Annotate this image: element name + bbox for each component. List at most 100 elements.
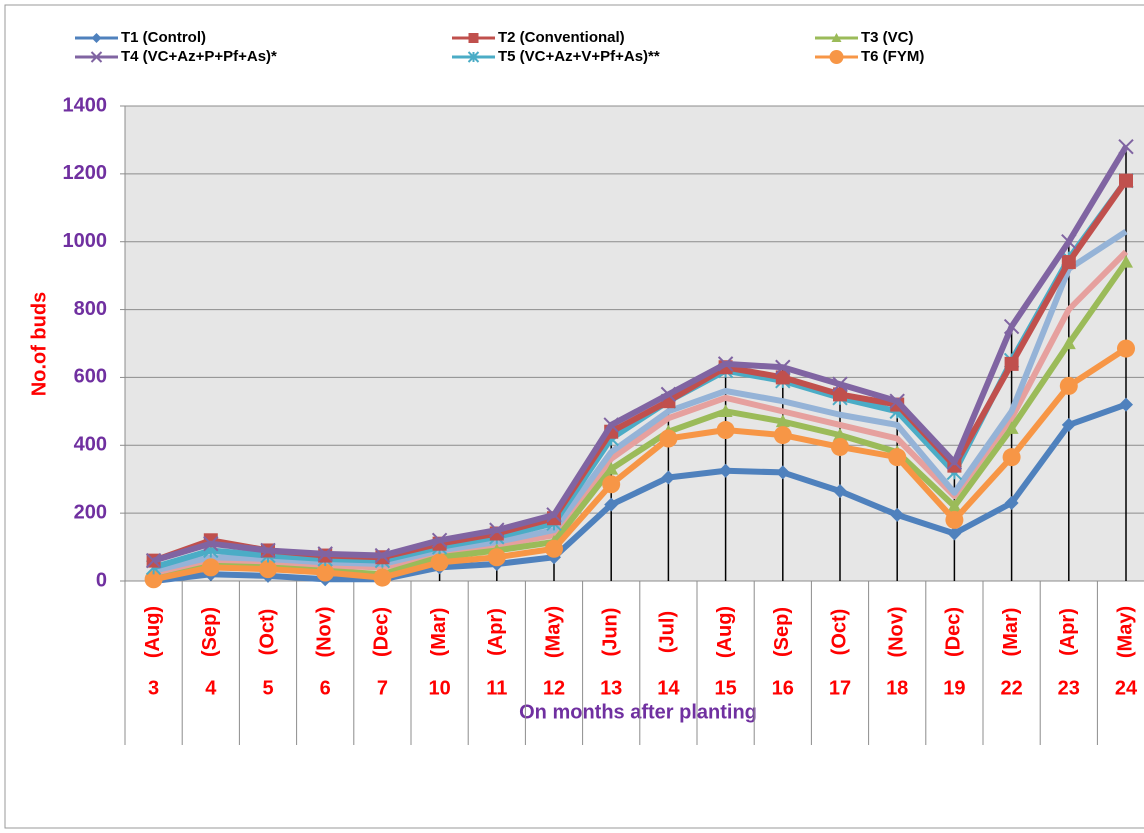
- point: [546, 507, 562, 523]
- line: [152, 346, 1128, 583]
- point: [487, 548, 506, 567]
- point: [604, 462, 619, 475]
- point: [659, 429, 678, 448]
- point: [1119, 397, 1133, 412]
- x-tick-label: 14: [657, 677, 680, 699]
- x-tick-label: 24: [1115, 677, 1138, 699]
- line: [152, 229, 1128, 574]
- line: [152, 145, 1129, 564]
- y-tick-label: 1000: [63, 230, 108, 252]
- point: [1119, 173, 1133, 188]
- point: [373, 568, 392, 587]
- point: [833, 484, 847, 499]
- point: [259, 560, 277, 579]
- point: [1061, 234, 1077, 250]
- point: [945, 510, 964, 529]
- point: [716, 421, 735, 440]
- x-tick-label: 13: [600, 677, 622, 699]
- point: [1002, 448, 1021, 467]
- x-tick-label: 4: [205, 677, 217, 699]
- x-tick-label: (Mar): [1000, 608, 1022, 657]
- point: [90, 51, 103, 63]
- y-tick-label: 600: [74, 366, 107, 388]
- point: [888, 448, 907, 467]
- x-tick-label: (Apr): [485, 608, 507, 656]
- x-tick-label: (Sep): [199, 607, 221, 657]
- point: [201, 558, 220, 577]
- legend-label: T3 (VC): [861, 29, 914, 46]
- legend-label: T5 (VC+Az+V+Pf+As)**: [498, 48, 660, 65]
- point: [467, 51, 480, 63]
- point: [1117, 339, 1135, 358]
- point: [1059, 376, 1078, 395]
- point: [602, 475, 621, 494]
- point: [947, 499, 962, 512]
- x-tick-label: (Sep): [771, 607, 793, 657]
- point: [947, 526, 962, 541]
- x-tick-label: (Dec): [371, 607, 393, 657]
- x-tick-label: 16: [772, 677, 794, 699]
- point: [832, 376, 848, 392]
- y-tick-label: 0: [96, 569, 107, 591]
- point: [468, 33, 479, 43]
- x-tick-label: (Jul): [657, 611, 679, 653]
- point: [773, 426, 792, 445]
- legend-label: T1 (Control): [121, 29, 206, 46]
- point: [890, 507, 905, 522]
- x-tick-label: 15: [714, 677, 736, 699]
- point: [1004, 421, 1019, 434]
- plot-area: [125, 106, 1144, 581]
- point: [829, 50, 844, 64]
- point: [831, 33, 842, 42]
- point: [1003, 318, 1020, 335]
- x-tick-label: (Aug): [714, 606, 736, 658]
- legend-label: T2 (Conventional): [498, 29, 625, 46]
- y-tick-label: 1200: [63, 162, 108, 184]
- x-tick-label: (Mar): [428, 608, 450, 657]
- point: [775, 465, 790, 480]
- point: [661, 470, 676, 485]
- x-tick-label: 12: [543, 677, 565, 699]
- x-tick-label: 6: [320, 677, 331, 699]
- point: [1118, 139, 1134, 155]
- y-tick-label: 200: [74, 501, 107, 523]
- y-tick-label: 400: [74, 434, 107, 456]
- x-tick-label: (Aug): [142, 606, 164, 658]
- x-tick-label: 22: [1000, 677, 1022, 699]
- point: [317, 546, 333, 562]
- x-tick-label: (May): [1114, 606, 1136, 658]
- x-tick-label: (Apr): [1057, 608, 1079, 656]
- x-tick-label: 18: [886, 677, 908, 699]
- point: [718, 463, 733, 478]
- x-tick-label: (May): [542, 606, 564, 658]
- point: [144, 570, 163, 589]
- x-tick-label: (Nov): [313, 606, 335, 657]
- x-tick-label: 23: [1058, 677, 1080, 699]
- point: [545, 539, 563, 558]
- point: [660, 386, 677, 403]
- point: [775, 414, 790, 428]
- y-axis-label: No.of buds: [28, 292, 50, 396]
- legend-label: T4 (VC+Az+P+Pf+As)*: [121, 48, 277, 65]
- point: [718, 404, 733, 417]
- point: [1119, 255, 1133, 268]
- series: [152, 229, 1128, 574]
- series: [145, 139, 1134, 569]
- x-tick-label: 3: [148, 677, 159, 699]
- point: [430, 553, 449, 572]
- point: [1061, 336, 1076, 350]
- point: [203, 535, 219, 552]
- point: [603, 417, 619, 433]
- point: [831, 437, 849, 456]
- x-axis-label: On months after planting: [519, 701, 757, 723]
- point: [889, 393, 905, 409]
- point: [489, 522, 505, 538]
- point: [775, 370, 790, 385]
- point: [260, 542, 276, 559]
- x-tick-label: 11: [486, 677, 507, 699]
- x-tick-label: (Nov): [885, 606, 907, 657]
- point: [604, 497, 619, 512]
- x-tick-label: (Jun): [599, 608, 621, 657]
- point: [946, 454, 963, 470]
